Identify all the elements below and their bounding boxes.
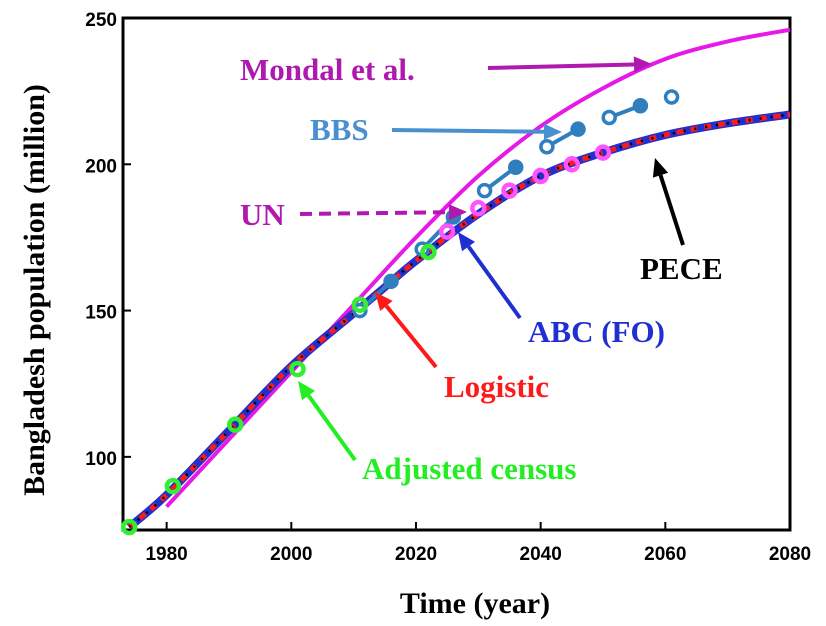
adjusted-census-arrow-head bbox=[298, 381, 315, 401]
bbs-point bbox=[570, 121, 586, 137]
adjusted-census-point bbox=[164, 477, 182, 495]
bbs-annotation-label: BBS bbox=[310, 112, 369, 147]
adjusted-census-arrow-shaft bbox=[306, 394, 357, 462]
abc-fo-arrow-shaft bbox=[466, 245, 522, 320]
adjusted-census-annotation-label: Adjusted census bbox=[362, 451, 576, 486]
bbs-arrow-shaft bbox=[391, 128, 545, 134]
x-tick-label: 2020 bbox=[395, 544, 437, 565]
y-tick-label: 100 bbox=[85, 449, 117, 470]
bbs-point bbox=[601, 109, 617, 126]
bbs-point bbox=[476, 182, 493, 199]
x-axis-title: Time (year) bbox=[400, 587, 550, 620]
adjusted-census-point bbox=[351, 296, 369, 313]
un-point bbox=[532, 167, 549, 185]
y-tick-label: 200 bbox=[85, 156, 117, 177]
un-arrow-head bbox=[448, 204, 467, 221]
logistic-annotation-label: Logistic bbox=[444, 369, 549, 404]
bbs-point bbox=[632, 98, 649, 114]
y-tick-label: 150 bbox=[85, 303, 117, 324]
y-axis-title: Bangladesh population (million) bbox=[18, 84, 51, 496]
bbs-point bbox=[507, 159, 524, 175]
x-tick-label: 1980 bbox=[145, 544, 187, 565]
x-tick-label: 2040 bbox=[520, 544, 562, 565]
y-tick-label: 250 bbox=[85, 10, 117, 31]
x-tick-label: 2000 bbox=[270, 544, 312, 565]
x-tick-label: 2060 bbox=[644, 544, 686, 565]
adjusted-census-point bbox=[420, 243, 437, 261]
un-point bbox=[470, 199, 487, 217]
mondal-et-al-annotation-label: Mondal et al. bbox=[240, 52, 415, 87]
mondal-et-al-line bbox=[165, 27, 790, 508]
logistic-arrow-head bbox=[375, 292, 393, 311]
plot-frame bbox=[121, 16, 792, 532]
un-arrow-shaft bbox=[299, 210, 450, 216]
pece-annotation-label: PECE bbox=[640, 251, 723, 286]
bbs-arrow-head bbox=[543, 123, 562, 140]
x-tick-label: 2080 bbox=[769, 544, 811, 565]
abc-fo-arrow-head bbox=[458, 232, 475, 252]
un-point bbox=[563, 156, 581, 173]
un-annotation-label: UN bbox=[240, 197, 285, 232]
pece-arrow-shaft bbox=[658, 174, 685, 246]
logistic-arrow-shaft bbox=[384, 304, 438, 369]
adjusted-census-point bbox=[226, 416, 244, 433]
adjusted-census-point bbox=[289, 360, 306, 378]
un-point bbox=[501, 182, 518, 199]
un-point bbox=[594, 144, 612, 161]
abc-fo-annotation-label: ABC (FO) bbox=[528, 314, 665, 349]
bbs-point bbox=[539, 138, 555, 155]
pece-arrow-head bbox=[652, 158, 669, 178]
bbs-point bbox=[663, 89, 680, 105]
un-point bbox=[438, 223, 456, 240]
abc-fo-line bbox=[126, 110, 790, 530]
adjusted-census-point bbox=[120, 518, 138, 536]
mondal-et-al-arrow-head bbox=[633, 56, 652, 73]
mondal-et-al-arrow-shaft bbox=[487, 62, 635, 70]
bbs-point bbox=[383, 273, 399, 290]
